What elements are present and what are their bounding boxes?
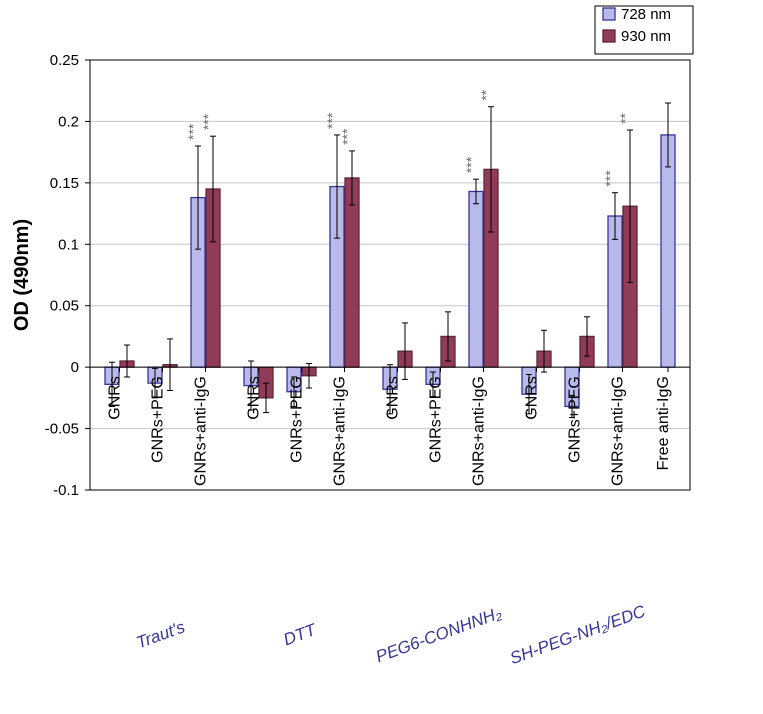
y-tick-label: -0.1 xyxy=(53,482,79,499)
group-label: PEG6-CONHNH₂ xyxy=(373,603,504,666)
x-category-label: GNRs+anti-IgG xyxy=(610,376,627,486)
x-category-label: GNRs xyxy=(385,376,402,420)
x-category-label: GNRs+PEG xyxy=(150,376,167,463)
group-label: SH-PEG-NH₂/EDC xyxy=(507,601,648,668)
significance-marker: *** xyxy=(324,112,340,129)
legend-label: 728 nm xyxy=(621,6,671,23)
significance-marker: *** xyxy=(339,128,355,145)
group-label: DTT xyxy=(281,620,320,650)
x-category-label: GNRs+anti-IgG xyxy=(332,376,349,486)
y-tick-label: -0.05 xyxy=(45,421,79,438)
od-bar-chart: -0.1 -0.05 0 0.05 0.1 0.15 0.2 0.25 OD (490nm) GN… xyxy=(0,0,763,714)
significance-marker: *** xyxy=(463,156,479,173)
y-tick-label: 0 xyxy=(71,359,79,376)
x-category-label: GNRs xyxy=(107,376,124,420)
x-category-label: GNRs+PEG xyxy=(289,376,306,463)
y-axis-label: OD (490nm) xyxy=(11,219,33,331)
legend-swatch xyxy=(603,30,615,42)
y-tick-label: 0.15 xyxy=(50,175,79,192)
plot-border xyxy=(90,60,690,490)
x-category-label: GNRs+PEG xyxy=(567,376,584,463)
legend-label: 930 nm xyxy=(621,28,671,45)
x-category-label: GNRs+PEG xyxy=(428,376,445,463)
bar xyxy=(345,178,359,367)
significance-marker: *** xyxy=(185,123,201,140)
y-tick-label: 0.2 xyxy=(58,113,79,130)
y-tick-label: 0.05 xyxy=(50,298,79,315)
significance-marker: *** xyxy=(200,113,216,130)
group-label: Traut's xyxy=(134,617,188,652)
bar xyxy=(661,135,675,367)
y-tick-label: 0.25 xyxy=(50,52,79,69)
bar xyxy=(469,191,483,367)
x-category-label: GNRs+anti-IgG xyxy=(193,376,210,486)
x-category-label: Free anti-IgG xyxy=(655,376,672,470)
legend-swatch xyxy=(603,8,615,20)
y-tick-label: 0.1 xyxy=(58,236,79,253)
x-category-label: GNRs xyxy=(246,376,263,420)
x-category-label: GNRs+anti-IgG xyxy=(471,376,488,486)
significance-marker: ** xyxy=(478,89,494,100)
significance-marker: ** xyxy=(617,113,633,124)
x-category-label: GNRs xyxy=(524,376,541,420)
significance-marker: *** xyxy=(602,170,618,187)
